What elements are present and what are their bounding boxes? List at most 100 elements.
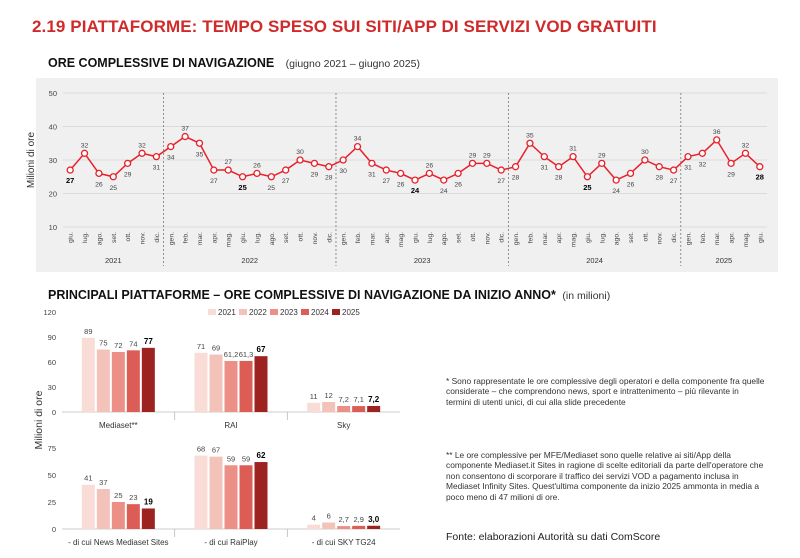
data-label: 67: [257, 345, 266, 354]
data-point: [756, 163, 764, 171]
x-tick-label: feb.: [527, 232, 534, 243]
data-label: 25: [238, 183, 246, 192]
data-label: 32: [138, 142, 146, 149]
data-point: [339, 156, 347, 164]
data-point: [80, 149, 89, 157]
bar: [239, 465, 253, 529]
data-point: [66, 166, 74, 174]
x-tick-label: gen.: [168, 232, 175, 245]
data-label: 30: [296, 149, 304, 156]
data-label: 61,2: [224, 350, 239, 359]
data-label: 27: [224, 159, 232, 166]
data-label: 25: [268, 185, 276, 192]
data-label: 31: [541, 165, 549, 172]
data-label: 29: [727, 171, 735, 178]
data-label: 29: [483, 152, 491, 159]
data-label: 71: [197, 342, 205, 351]
data-label: 29: [469, 152, 477, 159]
bar: [352, 525, 366, 529]
y-tick-label: 40: [49, 123, 57, 132]
bar: [337, 526, 351, 529]
x-tick-label: dic.: [671, 232, 678, 243]
legend-label: 2021: [218, 308, 236, 317]
data-label: 27: [670, 178, 678, 185]
x-tick-label: mar.: [542, 232, 549, 245]
y-axis-label: Milioni di ore: [26, 131, 37, 188]
x-tick-label: mar.: [197, 232, 204, 245]
data-label: 12: [324, 391, 332, 400]
y-tick-label: 25: [48, 498, 56, 507]
category-label: - di cui RaiPlay: [204, 538, 257, 547]
legend-label: 2023: [280, 308, 298, 317]
data-label: 25: [583, 183, 591, 192]
data-label: 27: [282, 178, 290, 185]
data-point: [511, 163, 520, 171]
data-label: 28: [512, 175, 520, 182]
data-point: [138, 149, 146, 157]
data-label: 59: [227, 454, 235, 463]
bar: [254, 356, 268, 412]
line-chart: 10 20 30 40 50 Milioni di ore 2021 2022 2023 2024…: [26, 89, 767, 266]
y-tick-label: 120: [43, 308, 56, 317]
data-label: 32: [742, 142, 750, 149]
x-tick-label: apr.: [729, 232, 736, 243]
x-tick-label: ago.: [269, 232, 276, 245]
data-label: 35: [526, 132, 534, 139]
x-tick-label: feb.: [355, 232, 362, 243]
x-tick-label: ott.: [642, 232, 649, 242]
x-tick-label: ott.: [470, 232, 477, 242]
x-tick-label: apr.: [211, 232, 218, 243]
data-point: [396, 169, 405, 178]
category-label: Mediaset**: [99, 421, 138, 430]
line-chart-panel: [36, 78, 778, 272]
bar-chart-title-row: PRINCIPALI PIATTAFORME – ORE COMPLESSIVE…: [48, 288, 610, 302]
x-tick-label: lug.: [599, 232, 606, 243]
bar: [126, 350, 140, 412]
bar: [81, 484, 95, 529]
data-point: [713, 136, 721, 144]
data-label: 23: [129, 493, 137, 502]
data-point: [195, 139, 204, 147]
year-label: 2021: [105, 256, 122, 265]
data-point: [325, 163, 333, 171]
data-label: 28: [555, 175, 563, 182]
x-tick-label: dic.: [499, 232, 506, 243]
data-point: [267, 173, 275, 181]
data-point: [425, 169, 434, 178]
bar: [209, 456, 223, 529]
x-tick-label: mag.: [743, 232, 750, 247]
data-label: 4: [312, 514, 316, 523]
y-tick-label: 90: [48, 333, 56, 342]
x-tick-label: apr.: [384, 232, 391, 243]
x-tick-label: gen.: [685, 232, 692, 245]
bar: [239, 360, 253, 412]
y-tick-label: 30: [48, 383, 56, 392]
x-tick-label: giu.: [68, 232, 75, 243]
data-label: 2,7: [338, 515, 348, 524]
data-point: [483, 159, 491, 168]
bar: [111, 352, 125, 412]
data-point: [698, 149, 706, 157]
x-tick-label: giu.: [240, 232, 247, 243]
data-label: 67: [212, 446, 220, 455]
x-tick-label: ott.: [298, 232, 305, 242]
data-point: [124, 159, 132, 168]
data-point: [152, 152, 161, 161]
data-point: [238, 173, 247, 181]
data-label: 31: [569, 146, 577, 153]
data-label: 26: [627, 181, 635, 188]
data-label: 11: [310, 392, 318, 401]
data-point: [669, 166, 678, 174]
data-point: [368, 159, 376, 168]
data-label: 34: [167, 155, 175, 162]
data-point: [468, 159, 477, 168]
data-point: [598, 159, 606, 168]
y-axis-label: Milioni di ore: [33, 390, 45, 449]
x-tick-label: gen.: [341, 232, 348, 245]
data-label: 29: [598, 152, 606, 159]
data-label: 35: [196, 151, 204, 158]
x-tick-label: ott.: [125, 232, 132, 242]
data-label: 24: [411, 186, 420, 195]
legend-label: 2024: [311, 308, 329, 317]
data-label: 31: [368, 171, 376, 178]
